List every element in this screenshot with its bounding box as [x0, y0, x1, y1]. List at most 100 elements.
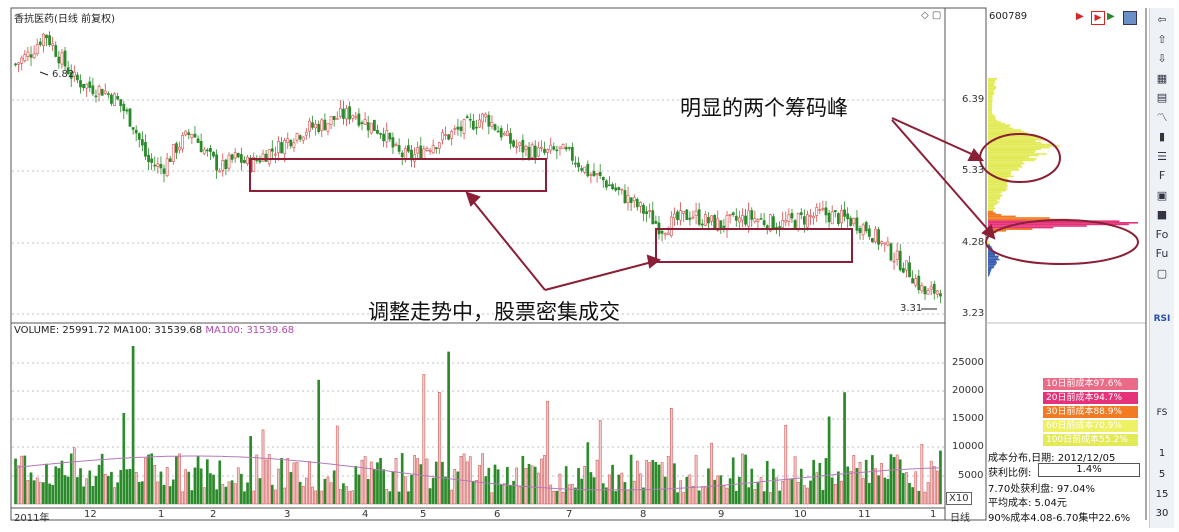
candle: [840, 209, 843, 224]
volume-bar: [57, 468, 61, 505]
rsi-button[interactable]: RSI: [1153, 314, 1171, 324]
candle: [63, 50, 67, 67]
chart-corner-icons[interactable]: ◇ ▢: [921, 10, 942, 21]
volume-bar: [400, 453, 404, 505]
volume-bar: [867, 482, 871, 505]
volume-bar: [165, 467, 169, 505]
doc-icon[interactable]: ▣: [1156, 188, 1168, 202]
fs-button[interactable]: FS: [1156, 408, 1168, 418]
chip-bar: [988, 202, 998, 205]
volume-bar: [796, 482, 800, 505]
volume-bar: [843, 392, 846, 505]
arrow-left-icon[interactable]: ⇦: [1157, 13, 1167, 26]
grid-icon[interactable]: ▤: [1156, 91, 1168, 104]
period-label[interactable]: 日线: [950, 513, 970, 524]
candle: [549, 144, 553, 151]
candle: [515, 146, 519, 148]
candle: [76, 74, 79, 81]
chip-bar: [988, 122, 1005, 125]
list-icon[interactable]: ☰: [1157, 149, 1167, 163]
arrow-icon[interactable]: ▶: [1107, 11, 1115, 22]
chip-bar: [988, 97, 993, 99]
candle: [125, 109, 129, 112]
candle: [753, 218, 757, 222]
chart-icon[interactable]: ▦: [1156, 71, 1168, 85]
candle: [496, 130, 500, 133]
chip-bar: [988, 114, 995, 117]
chip-bar: [988, 207, 996, 210]
chip-bar: [988, 153, 1047, 155]
period-1[interactable]: 1: [1158, 448, 1166, 459]
volume-bar: [871, 455, 874, 505]
f10-icon[interactable]: F: [1158, 169, 1166, 182]
settings-icon[interactable]: [1123, 11, 1137, 25]
volume-bar: [710, 442, 713, 505]
candle: [283, 140, 287, 154]
candle: [437, 142, 441, 149]
volume-bar: [635, 460, 639, 505]
arrow-up-icon[interactable]: ⇧: [1157, 32, 1167, 46]
volume-bar: [79, 468, 82, 505]
x-axis-label: 1: [930, 509, 937, 520]
chip-bar: [988, 194, 1003, 197]
play-icon[interactable]: ▶: [1091, 11, 1105, 25]
x-axis-label: 6: [494, 509, 501, 520]
volume-bar: [855, 468, 859, 505]
period-5[interactable]: 5: [1158, 469, 1166, 480]
candle: [725, 215, 729, 231]
arrow-down-icon[interactable]: ⇩: [1157, 52, 1167, 65]
volume-bar: [657, 464, 661, 505]
volume-bar: [277, 468, 280, 505]
candle: [453, 128, 457, 130]
profit-value[interactable]: 1.4%: [1038, 463, 1140, 477]
volume-bar: [775, 477, 778, 505]
volume-bar: [768, 492, 772, 505]
volume-bar: [20, 455, 24, 505]
candle: [17, 62, 21, 65]
volume-bar: [323, 478, 327, 505]
volume-bar: [784, 425, 788, 505]
candlestick-series: [14, 31, 942, 304]
candle: [623, 190, 627, 204]
volume-bar: [441, 461, 444, 505]
chip-bar: [988, 185, 1009, 187]
candle: [577, 162, 580, 168]
volume-bar: [923, 491, 927, 505]
volume-bar: [496, 469, 500, 505]
volume-bar: [438, 392, 441, 505]
cost-panel-toolbar[interactable]: ▶ ▶ ▶: [1076, 11, 1138, 25]
candle: [205, 149, 209, 152]
calc-icon[interactable]: ▢: [1156, 266, 1168, 280]
chip-bar: [988, 169, 1020, 171]
line-icon[interactable]: 〽: [1156, 110, 1168, 124]
volume-bar: [753, 489, 757, 505]
candle: [858, 228, 862, 233]
volume-bar: [793, 456, 797, 505]
candle: [332, 115, 336, 120]
candle: [106, 93, 110, 95]
mark-icon[interactable]: ■: [1156, 208, 1168, 221]
volume-bar: [533, 466, 537, 505]
candle: [583, 166, 587, 173]
candle: [905, 260, 908, 271]
candle: [91, 85, 95, 95]
volume-bar: [91, 486, 95, 505]
candle: [304, 131, 308, 136]
candle: [465, 116, 469, 119]
fund-icon[interactable]: Fu: [1155, 247, 1169, 260]
fo-icon[interactable]: Fo: [1155, 227, 1169, 241]
volume-bar: [642, 487, 645, 505]
chip-bar: [988, 150, 1037, 152]
scale-badge[interactable]: X10: [946, 492, 972, 505]
candle: [233, 152, 237, 159]
candle: [289, 139, 293, 147]
candle: [450, 131, 454, 139]
candle-icon[interactable]: ▮: [1158, 130, 1166, 143]
period-30[interactable]: 30: [1155, 508, 1169, 519]
candle: [710, 215, 713, 222]
flag-icon[interactable]: ▶: [1076, 11, 1084, 22]
chip-bar: [988, 138, 1045, 141]
period-15[interactable]: 15: [1155, 489, 1169, 500]
candle: [122, 103, 126, 112]
volume-bar: [240, 473, 243, 505]
